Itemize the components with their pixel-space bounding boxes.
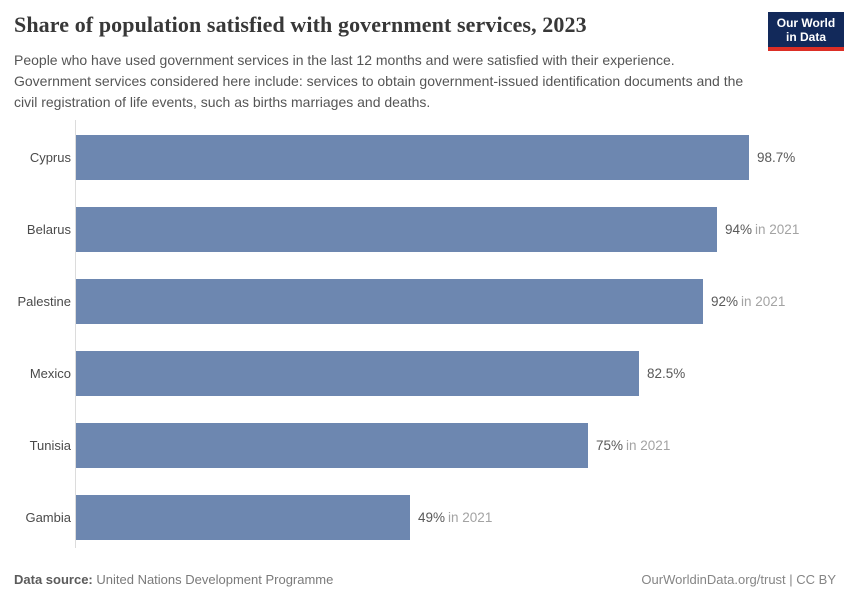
bar[interactable] (76, 135, 749, 180)
year-note: in 2021 (741, 294, 786, 309)
value-label: 49% in 2021 (418, 495, 492, 540)
bar[interactable] (76, 423, 588, 468)
value-label: 94% in 2021 (725, 207, 799, 252)
y-axis-line (75, 120, 76, 548)
data-source: Data source: United Nations Development … (14, 572, 333, 587)
value-text: 98.7% (757, 150, 796, 165)
bar[interactable] (76, 495, 410, 540)
bar-row: Cyprus 98.7% (30, 135, 795, 180)
entity-label[interactable]: Cyprus (29, 150, 71, 165)
chart-subtitle: People who have used government services… (14, 52, 744, 110)
entity-label[interactable]: Palestine (17, 294, 71, 309)
bar[interactable] (76, 279, 703, 324)
value-text: 92% (711, 294, 739, 309)
year-note: in 2021 (448, 510, 493, 525)
license-link[interactable]: OurWorldinData.org/trust | CC BY (641, 572, 836, 587)
owid-logo-line1: Our World (776, 16, 836, 30)
bar-row: Tunisia 75% in 2021 (30, 423, 758, 468)
entity-label[interactable]: Mexico (29, 366, 71, 381)
bar-row: Gambia 49% in 2021 (25, 495, 758, 540)
value-label: 82.5% (647, 351, 688, 396)
bar-row: Palestine 92% in 2021 (18, 279, 785, 324)
year-note: in 2021 (755, 222, 800, 237)
value-text: 75% (596, 438, 624, 453)
owid-logo-line2: in Data (785, 30, 826, 44)
data-source-value: United Nations Development Programme (96, 572, 334, 587)
bar[interactable] (76, 207, 717, 252)
plot-area: Cyprus 98.7% Belarus 94% in 2021 Palesti… (18, 120, 799, 548)
entity-label[interactable]: Belarus (26, 222, 71, 237)
owid-logo[interactable]: Our World in Data (768, 12, 844, 51)
bar-row: Mexico 82.5% (30, 351, 758, 396)
year-note: in 2021 (626, 438, 671, 453)
value-label: 92% in 2021 (711, 279, 785, 324)
value-text: 82.5% (647, 366, 686, 381)
entity-label[interactable]: Gambia (25, 510, 71, 525)
data-source-label: Data source: (14, 572, 93, 587)
value-text: 94% (725, 222, 753, 237)
bar[interactable] (76, 351, 639, 396)
chart-title: Share of population satisfied with gover… (14, 12, 587, 37)
bar-row: Belarus 94% in 2021 (27, 207, 799, 252)
value-label: 98.7% (757, 135, 798, 180)
value-text: 49% (418, 510, 446, 525)
entity-label[interactable]: Tunisia (29, 438, 71, 453)
value-label: 75% in 2021 (596, 423, 670, 468)
